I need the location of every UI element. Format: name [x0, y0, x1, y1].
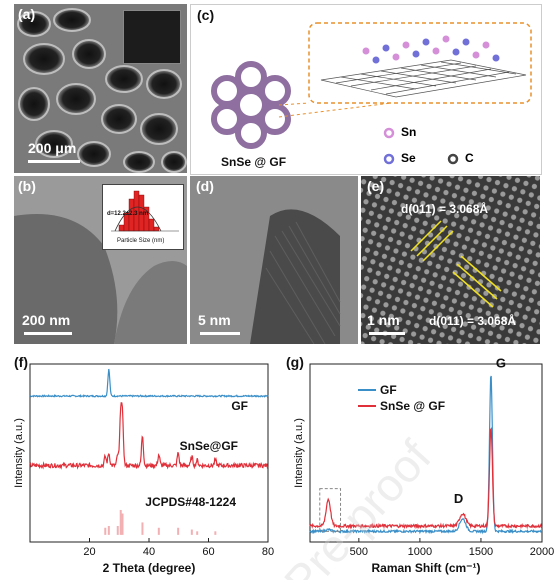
foam-photo-inset: [123, 10, 181, 64]
scale-bar-b: [24, 332, 72, 335]
panel-label-f: (f): [14, 354, 28, 370]
panel-g-raman-chart: (g) 500 1000 1500 2000 Raman Shift (cm⁻¹) Int…: [280, 350, 554, 575]
scale-text-d: 5 nm: [198, 312, 231, 328]
foam-structure: [211, 61, 291, 149]
snse-atoms: [362, 35, 500, 64]
x-tick-label: 20: [83, 546, 95, 558]
scale-bar-a: [28, 160, 80, 163]
series-label: SnSe @ GF: [380, 399, 445, 413]
plot-frame: [309, 363, 543, 543]
legend-se: Se: [401, 151, 416, 165]
hrtem-texture-d: [190, 176, 358, 344]
legend-dot-se: [383, 153, 395, 165]
panel-a-sem-image: (a) 200 μm: [14, 4, 187, 173]
d-spacing-label-2: d(011) = 3.068Å: [429, 314, 517, 328]
peak-annotation: G: [496, 356, 506, 371]
histogram-inset: d=12.2±2.3 nm Particle Size (nm): [102, 184, 184, 250]
scale-bar-d: [200, 332, 240, 335]
panel-label-b: (b): [18, 178, 36, 194]
panel-e-lattice-image: (e) d(011) = 3.068Å d(011) = 3.068Å 1 nm: [361, 176, 540, 344]
y-axis-label: Intensity (a.u.): [13, 418, 25, 488]
panel-label-d: (d): [196, 178, 214, 194]
histogram-xlabel: Particle Size (nm): [117, 238, 165, 244]
plot-frame: [29, 363, 269, 543]
series-line-0: [309, 375, 543, 535]
panel-label-c: (c): [197, 7, 215, 23]
x-tick-label: 60: [202, 546, 214, 558]
histogram-bars: [111, 190, 179, 232]
d-spacing-label-1: d(011) = 3.068Å: [401, 202, 489, 216]
raman-chart-svg: 500 1000 1500 2000 Raman Shift (cm⁻¹) Intensi…: [293, 356, 554, 575]
composite-label: SnSe @ GF: [221, 155, 287, 169]
x-axis-label: 2 Theta (degree): [103, 561, 196, 575]
histogram-annotation: d=12.2±2.3 nm: [107, 211, 149, 217]
scale-text-b: 200 nm: [22, 312, 71, 328]
series-label: GF: [380, 383, 397, 397]
graphene-sheet: [320, 59, 527, 98]
panel-label-g: (g): [286, 354, 304, 370]
panel-label-e: (e): [367, 178, 385, 194]
x-tick-label: 40: [143, 546, 155, 558]
panel-d-hrtem-image: (d) 5 nm: [190, 176, 358, 344]
panel-label-a: (a): [18, 6, 36, 22]
legend-dot-sn: [383, 127, 395, 139]
series-label: GF: [231, 399, 248, 413]
panel-f-xrd-chart: (f) 20 40 60 80 2 Theta (degree) Intensity (a…: [0, 350, 278, 575]
series-line-1: [309, 426, 543, 530]
x-tick-label: 1500: [469, 546, 493, 558]
y-axis-label: Intensity (a.u.): [293, 418, 305, 488]
legend-dot-c: [447, 153, 459, 165]
peak-annotation: D: [454, 491, 463, 506]
x-axis-label: Raman Shift (cm⁻¹): [371, 561, 480, 575]
tem-texture-b: [14, 176, 187, 344]
panel-c-schematic: (c): [190, 4, 542, 175]
legend-c: C: [465, 151, 474, 165]
series-line-1: [29, 402, 269, 470]
x-tick-label: 80: [262, 546, 274, 558]
panel-b-tem-image: d=12.2±2.3 nm Particle Size (nm) (b) 200…: [14, 176, 187, 344]
series-label: JCPDS#48-1224: [145, 495, 236, 509]
zoom-box: [319, 488, 342, 532]
x-tick-label: 2000: [530, 546, 554, 558]
x-tick-label: 1000: [408, 546, 432, 558]
scale-text-a: 200 μm: [28, 140, 77, 156]
series-line-0: [29, 368, 269, 398]
xrd-chart-svg: 20 40 60 80 2 Theta (degree) Intensity (a.u.)…: [13, 363, 274, 575]
legend-sn: Sn: [401, 125, 417, 139]
series-label: SnSe@GF: [180, 439, 238, 453]
lattice-pattern: [361, 176, 540, 344]
schematic-drawing: [211, 22, 532, 165]
x-tick-label: 500: [350, 546, 368, 558]
scale-text-e: 1 nm: [367, 312, 400, 328]
scale-bar-e: [369, 332, 405, 335]
